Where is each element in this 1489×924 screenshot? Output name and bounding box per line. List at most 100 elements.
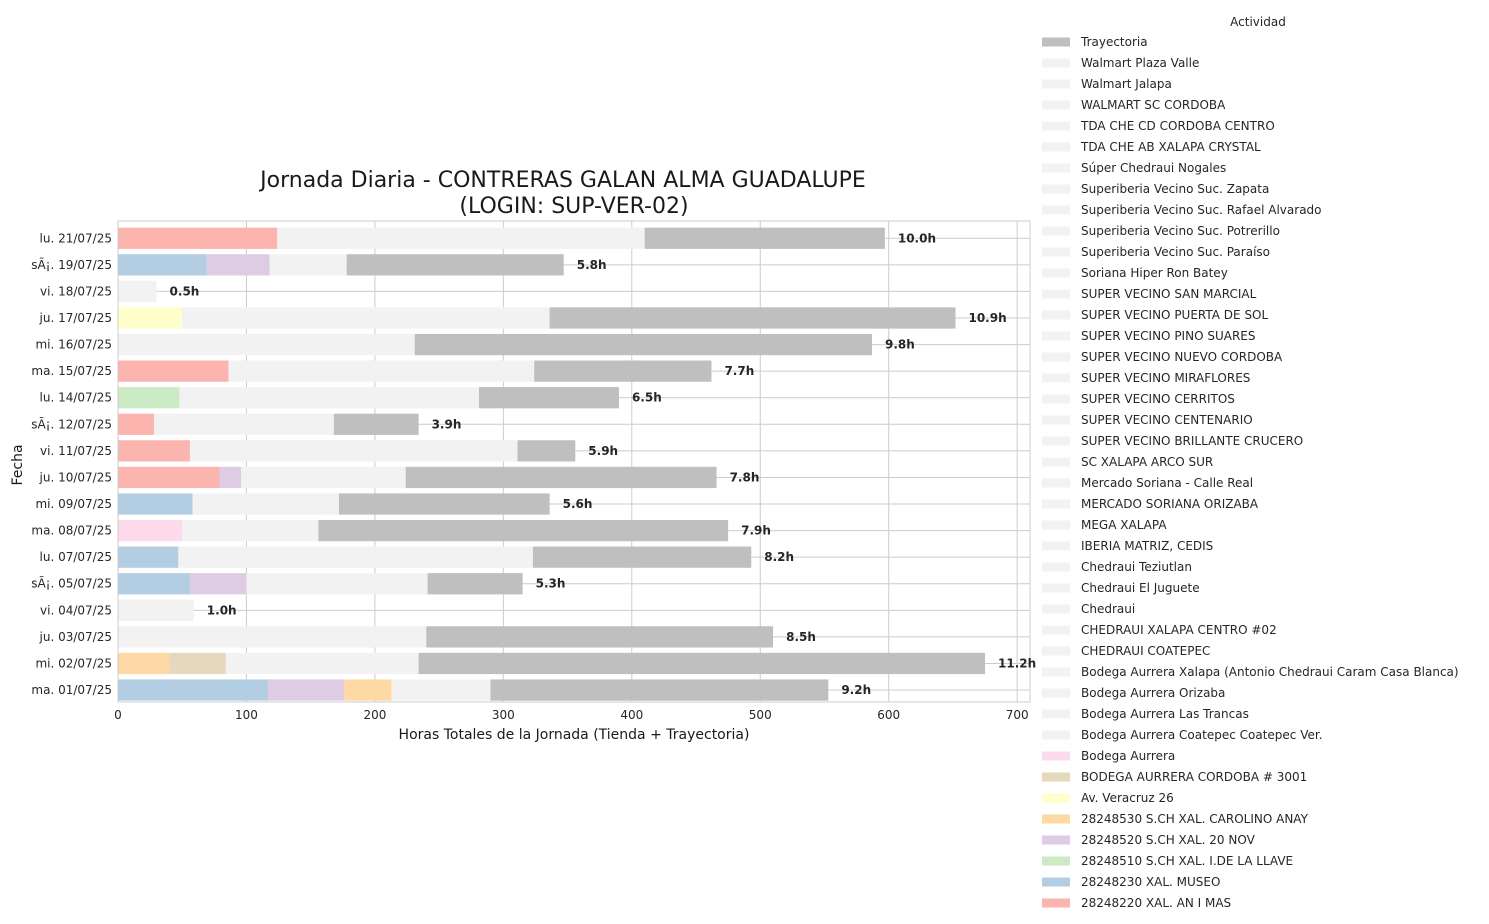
bar-segment: [118, 626, 427, 648]
legend-swatch: [1042, 583, 1070, 593]
bar-segment: [118, 652, 170, 675]
y-tick-label: ma. 01/07/25: [31, 683, 112, 697]
legend-swatch: [1042, 37, 1070, 47]
legend-entry: MEGA XALAPA: [1081, 518, 1167, 532]
y-tick-label: vi. 11/07/25: [40, 444, 112, 458]
bar-segment: [179, 387, 479, 409]
bar-segment: [219, 466, 242, 489]
data-label: 3.9h: [432, 417, 462, 431]
bar-segment: [118, 280, 157, 303]
legend-entry: CHEDRAUI XALAPA CENTRO #02: [1081, 623, 1277, 637]
legend-entry: Chedraui Teziutlan: [1081, 560, 1192, 574]
bar-segment: [478, 387, 619, 409]
legend-entry: TDA CHE CD CORDOBA CENTRO: [1080, 119, 1275, 133]
chart-title-line2: (LOGIN: SUP-VER-02): [459, 194, 688, 219]
bar-segment: [118, 493, 193, 515]
bar-segment: [427, 573, 523, 595]
legend-swatch: [1042, 226, 1070, 236]
legend-swatch: [1042, 835, 1070, 845]
legend-swatch: [1042, 751, 1070, 761]
legend-entry: Mercado Soriana - Calle Real: [1081, 476, 1253, 490]
bar-segment: [118, 466, 220, 489]
legend-swatch: [1042, 646, 1070, 656]
legend-entry: Superiberia Vecino Suc. Paraíso: [1081, 245, 1270, 259]
x-tick-label: 0: [114, 708, 122, 722]
legend-entry: Walmart Plaza Valle: [1081, 56, 1199, 70]
legend-entry: Bodega Aurrera Xalapa (Antonio Chedraui …: [1081, 665, 1459, 679]
legend-entry: Superiberia Vecino Suc. Zapata: [1081, 182, 1269, 196]
legend-entry: SUPER VECINO PINO SUARES: [1081, 329, 1255, 343]
bar-segment: [318, 519, 729, 542]
legend-swatch: [1042, 457, 1070, 467]
bar-segment: [269, 254, 347, 276]
legend-entry: WALMART SC CORDOBA: [1081, 98, 1226, 112]
legend-entry: SUPER VECINO CENTENARIO: [1081, 413, 1253, 427]
bar-segment: [118, 573, 190, 595]
y-tick-label: mi. 09/07/25: [35, 497, 112, 511]
legend-swatch: [1042, 310, 1070, 320]
y-tick-label: ma. 08/07/25: [31, 524, 112, 538]
y-tick-label: sÃ¡. 19/07/25: [31, 257, 112, 272]
legend-title: Actividad: [1230, 15, 1286, 29]
legend-swatch: [1042, 562, 1070, 572]
bar-segment: [644, 227, 885, 249]
legend-swatch: [1042, 772, 1070, 782]
legend-swatch: [1042, 79, 1070, 89]
bar-segment: [118, 599, 194, 621]
bar-segment: [182, 307, 550, 329]
bar-segment: [532, 546, 752, 568]
legend-swatch: [1042, 247, 1070, 257]
legend-entry: Bodega Aurrera Orizaba: [1081, 686, 1225, 700]
legend-swatch: [1042, 436, 1070, 446]
data-label: 7.8h: [730, 470, 760, 484]
x-tick-label: 500: [749, 708, 772, 722]
legend-swatch: [1042, 814, 1070, 824]
legend-entry: Chedraui El Juguete: [1081, 581, 1200, 595]
legend-entry: 28248530 S.CH XAL. CAROLINO ANAY: [1081, 812, 1309, 826]
legend-swatch: [1042, 289, 1070, 299]
legend-swatch: [1042, 331, 1070, 341]
legend-swatch: [1042, 268, 1070, 278]
y-tick-label: lu. 21/07/25: [40, 231, 112, 245]
legend-swatch: [1042, 730, 1070, 740]
legend-entry: SUPER VECINO BRILLANTE CRUCERO: [1081, 434, 1303, 448]
bar-segment: [189, 573, 247, 595]
bar-segment: [118, 387, 180, 409]
legend-swatch: [1042, 877, 1070, 887]
y-tick-label: ju. 03/07/25: [39, 630, 112, 644]
bar-segment: [346, 254, 564, 276]
y-axis-label: Fecha: [10, 444, 26, 485]
chart-title-line1: Jornada Diaria - CONTRERAS GALAN ALMA GU…: [258, 168, 866, 193]
bars: [118, 227, 986, 701]
legend-entry: SUPER VECINO CERRITOS: [1081, 392, 1235, 406]
y-tick-label: vi. 18/07/25: [40, 284, 112, 298]
legend-swatch: [1042, 898, 1070, 908]
legend-swatch: [1042, 415, 1070, 425]
legend-entry: Bodega Aurrera Coatepec Coatepec Ver.: [1081, 728, 1323, 742]
x-tick-label: 400: [620, 708, 643, 722]
x-tick-label: 300: [492, 708, 515, 722]
bar-segment: [118, 546, 179, 568]
bar-segment: [338, 493, 550, 515]
data-label: 0.5h: [170, 284, 200, 298]
legend-swatch: [1042, 688, 1070, 698]
x-axis-label: Horas Totales de la Jornada (Tienda + Tr…: [399, 727, 750, 743]
data-label: 1.0h: [207, 603, 237, 617]
data-label: 10.0h: [898, 231, 936, 245]
data-label: 8.2h: [764, 550, 794, 564]
legend-entry: SUPER VECINO SAN MARCIAL: [1081, 287, 1257, 301]
y-tick-label: mi. 02/07/25: [35, 656, 112, 670]
legend-entry: Bodega Aurrera Las Trancas: [1081, 707, 1249, 721]
plot-frame: [117, 220, 1031, 703]
data-label: 10.9h: [968, 311, 1006, 325]
bar-segment: [405, 466, 717, 489]
bar-segment: [118, 440, 190, 462]
legend-entry: 28248510 S.CH XAL. I.DE LA LLAVE: [1081, 854, 1293, 868]
bar-segment: [534, 360, 712, 382]
legend-swatch: [1042, 205, 1070, 215]
legend-entry: Bodega Aurrera: [1081, 749, 1175, 763]
legend-swatch: [1042, 604, 1070, 614]
y-tick-label: ju. 10/07/25: [39, 470, 112, 484]
bar-segment: [118, 333, 415, 356]
